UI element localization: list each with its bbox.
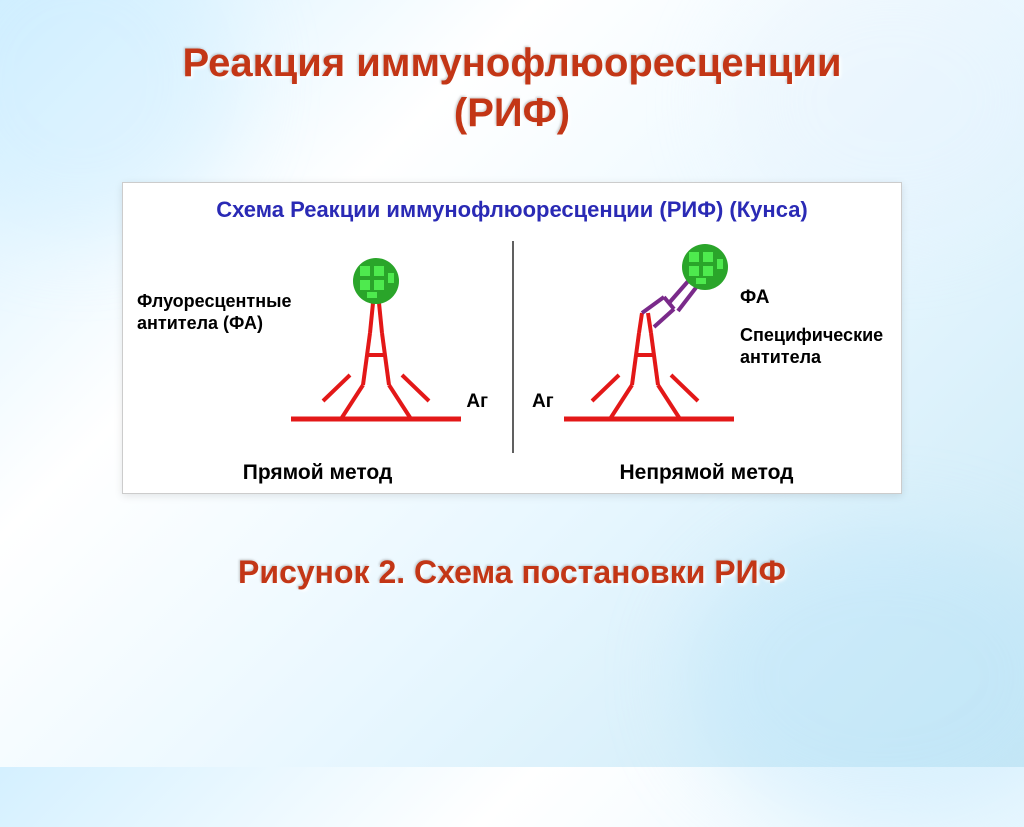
title-line2: (РИФ) [454, 91, 570, 135]
antibody-primary-icon [592, 313, 698, 419]
diagram-header: Схема Реакции иммунофлюоресценции (РИФ) … [123, 183, 901, 233]
figure-caption: Рисунок 2. Схема постановки РИФ [0, 554, 1024, 591]
diagram-panels: Флуоресцентные антитела (ФА) Аг [123, 233, 901, 493]
direct-method-svg [123, 233, 513, 453]
indirect-method-svg [512, 233, 902, 453]
method-label-indirect: Непрямой метод [512, 461, 901, 485]
method-label-direct: Прямой метод [123, 461, 512, 485]
page-title: Реакция иммунофлюоресценции (РИФ) [0, 0, 1024, 138]
antibody-primary-icon [323, 303, 429, 419]
diagram-container: Схема Реакции иммунофлюоресценции (РИФ) … [122, 182, 902, 494]
panel-direct: Флуоресцентные антитела (ФА) Аг [123, 233, 512, 493]
panel-indirect: ФА Специфические антитела Аг [512, 233, 901, 493]
fluorophore-icon [682, 244, 728, 290]
title-line1: Реакция иммунофлюоресценции [182, 41, 841, 85]
fluorophore-icon [353, 258, 399, 304]
